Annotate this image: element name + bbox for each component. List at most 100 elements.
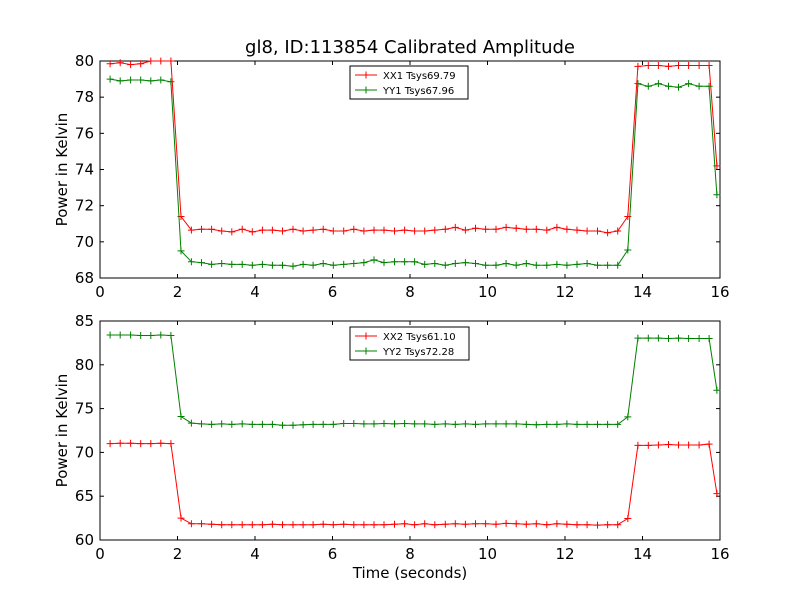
data-point-marker [644, 62, 652, 69]
x-tick-label: 2 [173, 283, 183, 301]
data-point-marker [441, 261, 449, 269]
data-point-marker [238, 225, 246, 233]
data-point-marker [370, 256, 378, 264]
y-tick-label: 65 [75, 487, 94, 505]
legend-label-1: XX2 Tsys61.10 [383, 332, 456, 343]
data-point-marker [604, 229, 612, 237]
data-point-marker [441, 420, 449, 428]
data-point-marker [147, 440, 155, 448]
data-point-marker [512, 224, 520, 232]
data-point-marker [248, 521, 256, 529]
y-tick-label: 70 [75, 443, 94, 461]
data-point-marker [177, 514, 185, 522]
data-point-marker [431, 260, 439, 267]
data-point-marker [604, 521, 612, 529]
data-point-marker [461, 420, 469, 428]
data-point-marker [705, 440, 713, 448]
data-point-marker [594, 261, 601, 269]
data-point-marker [116, 439, 124, 447]
data-point-marker [654, 80, 662, 88]
data-point-marker [248, 261, 256, 269]
data-point-marker [380, 420, 388, 427]
data-point-marker [411, 258, 419, 266]
data-point-marker [451, 420, 459, 428]
data-point-marker [137, 440, 145, 448]
data-point-marker [492, 225, 500, 233]
data-point-marker [147, 77, 155, 85]
data-point-marker [218, 420, 226, 428]
data-point-marker [258, 226, 266, 234]
data-point-marker [289, 225, 297, 233]
data-point-marker [472, 520, 479, 528]
data-point-marker [279, 421, 286, 429]
data-point-marker [634, 334, 642, 342]
data-point-marker [532, 261, 540, 269]
data-point-marker [350, 521, 358, 529]
data-point-marker [350, 225, 358, 233]
data-point-marker [208, 420, 216, 428]
data-point-marker [573, 260, 581, 268]
data-point-marker [177, 413, 185, 420]
data-point-marker [675, 83, 682, 91]
data-point-marker [268, 261, 276, 269]
data-point-marker [492, 520, 500, 528]
data-point-marker [573, 420, 581, 428]
data-point-marker [116, 59, 124, 67]
data-point-marker [350, 260, 358, 267]
data-point-marker [391, 227, 398, 235]
y-tick-label: 74 [75, 161, 94, 179]
data-point-marker [472, 420, 479, 428]
data-point-marker [380, 521, 388, 529]
x-tick-label: 4 [250, 283, 260, 301]
y-tick-label: 80 [75, 356, 94, 374]
data-point-marker [401, 258, 409, 266]
data-point-marker [654, 62, 662, 69]
data-point-marker [583, 260, 591, 267]
data-point-marker [573, 226, 581, 234]
data-point-marker [614, 420, 622, 428]
y-tick-label: 78 [75, 88, 94, 106]
data-point-marker [583, 420, 591, 428]
x-tick-label: 0 [95, 545, 105, 563]
y-tick-label: 72 [75, 197, 94, 215]
x-tick-label: 12 [555, 283, 574, 301]
data-point-marker [299, 521, 307, 529]
data-point-marker [360, 521, 368, 529]
x-tick-label: 6 [328, 283, 338, 301]
y-tick-label: 75 [75, 400, 94, 418]
data-point-marker [492, 261, 500, 269]
data-point-marker [137, 76, 145, 84]
data-point-marker [695, 441, 703, 449]
data-point-marker [167, 440, 175, 448]
data-point-marker [431, 521, 439, 529]
data-point-marker [675, 334, 682, 342]
data-point-marker [106, 331, 114, 339]
legend-label-2: YY2 Tsys72.28 [382, 347, 454, 358]
y-tick-label: 76 [75, 124, 94, 142]
data-point-marker [563, 261, 571, 269]
data-point-marker [461, 259, 469, 267]
data-point-marker [329, 227, 337, 235]
data-point-marker [411, 420, 419, 428]
data-point-marker [502, 420, 510, 428]
data-point-marker [187, 520, 195, 528]
data-point-marker [360, 259, 368, 267]
data-point-marker [401, 520, 409, 528]
data-point-marker [258, 260, 266, 268]
data-point-marker [583, 521, 591, 529]
data-point-marker [167, 78, 175, 86]
data-point-marker [583, 227, 591, 235]
data-point-marker [512, 520, 520, 528]
data-point-marker [340, 227, 348, 235]
data-point-marker [391, 520, 398, 528]
data-point-marker [421, 420, 429, 428]
data-point-marker [127, 76, 135, 84]
data-point-marker [705, 335, 713, 342]
data-point-marker [116, 331, 124, 339]
data-point-marker [705, 62, 713, 69]
data-point-marker [187, 226, 195, 234]
y-axis-label: Power in Kelvin [53, 113, 71, 227]
x-tick-label: 16 [710, 545, 729, 563]
data-point-marker [482, 225, 490, 233]
data-point-marker [563, 420, 571, 428]
